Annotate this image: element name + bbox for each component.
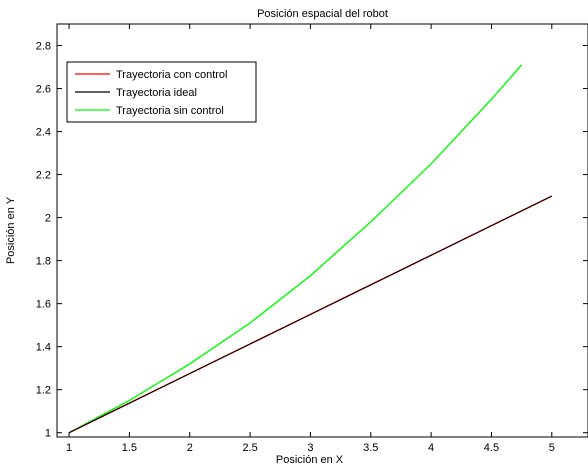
x-tick-label: 4.5 bbox=[484, 442, 499, 454]
x-tick-label: 2 bbox=[187, 442, 193, 454]
y-tick-label: 2.6 bbox=[36, 84, 51, 96]
x-tick-label: 1.5 bbox=[122, 442, 137, 454]
y-tick-label: 1.2 bbox=[36, 385, 51, 397]
x-axis-title: Posición en X bbox=[276, 454, 344, 466]
y-tick-label: 1.4 bbox=[36, 342, 51, 354]
series-line-1 bbox=[68, 195, 553, 434]
x-tick-label: 3 bbox=[307, 442, 313, 454]
y-axis-title: Posición en Y bbox=[5, 196, 17, 264]
x-tick-label: 4 bbox=[428, 442, 434, 454]
x-tick-label: 1 bbox=[66, 442, 72, 454]
legend: Trayectoria con control Trayectoria ideal… bbox=[66, 61, 257, 123]
plot-frame bbox=[56, 23, 588, 438]
x-tick-label: 3.5 bbox=[363, 442, 378, 454]
axis-ticks: 1 1.5 2 2.5 3 3.5 4 4.5 5 1 1.2 1.4 1.6 1.8 2 2.2 2.4 2.6… bbox=[36, 24, 588, 454]
y-tick-label: 2.4 bbox=[36, 127, 51, 139]
legend-label-0: Trayectoria con control bbox=[116, 69, 227, 81]
legend-label-2: Trayectoria sin control bbox=[116, 105, 224, 117]
x-tick-label: 5 bbox=[549, 442, 555, 454]
chart-title: Posición espacial del robot bbox=[257, 8, 388, 20]
y-tick-label: 1.8 bbox=[36, 256, 51, 268]
y-tick-label: 2.8 bbox=[36, 41, 51, 53]
legend-label-1: Trayectoria ideal bbox=[116, 87, 197, 99]
y-tick-label: 2 bbox=[45, 213, 51, 225]
series-line-2 bbox=[68, 64, 523, 434]
x-tick-label: 2.5 bbox=[242, 442, 257, 454]
y-tick-label: 1 bbox=[45, 428, 51, 440]
y-tick-label: 2.2 bbox=[36, 170, 51, 182]
y-tick-label: 1.6 bbox=[36, 299, 51, 311]
series-lines bbox=[68, 64, 553, 434]
